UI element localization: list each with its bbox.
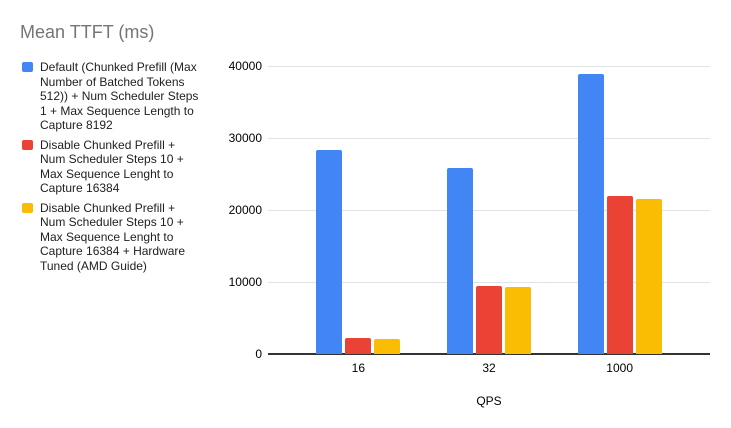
legend-label-line: Default (Chunked Prefill (Max <box>40 60 197 74</box>
legend-swatch-icon <box>22 202 33 213</box>
x-tick-label: 32 <box>482 361 496 375</box>
legend-label-line: 1 + Max Sequence Length to <box>40 103 194 118</box>
legend-label-line: Number of Batched Tokens <box>40 74 185 89</box>
legend-label: Default (Chunked Prefill (Max Number of B… <box>40 60 198 133</box>
x-axis-line <box>268 353 710 355</box>
x-tick-label: 16 <box>351 361 365 375</box>
gridline <box>268 209 710 211</box>
legend-label-line: Capture 8192 <box>40 118 113 132</box>
legend-label-line: Num Scheduler Steps 10 + <box>40 152 184 166</box>
legend-label: Disable Chunked Prefill + Num Scheduler S… <box>40 201 185 274</box>
legend: Default (Chunked Prefill (Max Number of B… <box>22 60 227 273</box>
y-tick-label: 40000 <box>228 59 262 73</box>
legend-swatch-icon <box>22 139 33 150</box>
bar-series2-32 <box>476 285 502 354</box>
chart-title: Mean TTFT (ms) <box>20 22 155 42</box>
bar-group <box>316 66 401 354</box>
legend-label-line: Disable Chunked Prefill + <box>40 137 176 152</box>
y-tick-label: 30000 <box>228 131 262 145</box>
y-tick-label: 20000 <box>228 203 262 217</box>
y-tick-label: 10000 <box>228 275 262 289</box>
x-tick-label: 1000 <box>606 361 633 375</box>
legend-label-line: Disable Chunked Prefill + <box>40 200 176 215</box>
legend-label-line: Num Scheduler Steps 10 + <box>40 215 184 229</box>
bar-series3-16 <box>374 338 401 354</box>
bar-series1-16 <box>316 150 343 354</box>
legend-item: Disable Chunked Prefill + Num Scheduler S… <box>22 138 227 196</box>
gridline <box>268 65 710 67</box>
bar-series3-32 <box>505 286 531 354</box>
legend-label-line: Tuned (AMD Guide) <box>40 258 147 273</box>
bar-series1-1000 <box>577 73 604 354</box>
bar-series3-1000 <box>635 199 662 354</box>
bar-series2-16 <box>345 338 372 354</box>
plot-area: 0 10000 20000 30000 40000 16 32 1000 <box>229 59 710 375</box>
gridline <box>268 137 710 139</box>
legend-label-line: Capture 16384 <box>40 181 120 195</box>
bar-group <box>577 66 662 354</box>
bar-series2-1000 <box>606 195 633 354</box>
legend-label-line: Capture 16384 + Hardware <box>40 244 186 258</box>
y-tick-label: 0 <box>255 347 262 361</box>
x-axis-title: QPS <box>476 394 502 408</box>
gridline <box>268 281 710 283</box>
bar-group <box>447 66 531 354</box>
bar-series1-32 <box>447 168 473 354</box>
legend-item: Disable Chunked Prefill + Num Scheduler S… <box>22 201 227 274</box>
legend-label-line: 512)) + Num Scheduler Steps <box>40 89 199 103</box>
legend-label-line: Max Sequence Lenght to <box>40 229 174 244</box>
legend-label: Disable Chunked Prefill + Num Scheduler S… <box>40 138 184 196</box>
legend-label-line: Max Sequence Lenght to <box>40 166 174 181</box>
legend-item: Default (Chunked Prefill (Max Number of B… <box>22 60 227 133</box>
legend-swatch-icon <box>22 62 33 72</box>
